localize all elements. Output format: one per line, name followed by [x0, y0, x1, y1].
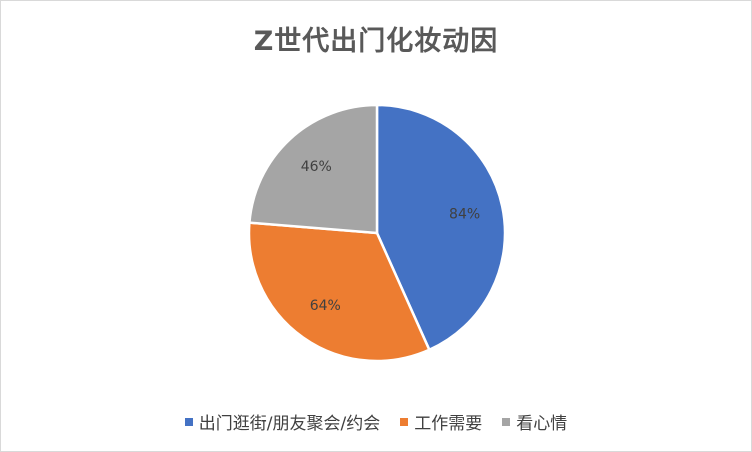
legend-item-1: 工作需要 — [400, 409, 482, 434]
pie-slice-0 — [375, 103, 507, 352]
pie-slice-1 — [247, 221, 431, 363]
data-label-2: 46% — [301, 159, 332, 175]
legend-swatch-0 — [184, 417, 193, 426]
pie-chart: 84% 64% 46% — [247, 103, 507, 363]
legend-label-0: 出门逛街/朋友聚会/约会 — [198, 414, 381, 434]
data-label-1: 64% — [310, 298, 341, 314]
pie-slice-2 — [248, 103, 379, 235]
legend-label-1: 工作需要 — [414, 414, 483, 434]
data-label-0: 84% — [449, 206, 480, 222]
legend-swatch-2 — [502, 417, 511, 426]
chart-legend: 出门逛街/朋友聚会/约会 工作需要 看心情 — [1, 409, 751, 434]
legend-item-2: 看心情 — [502, 409, 567, 434]
chart-title: Z世代出门化妆动因 — [253, 26, 499, 57]
legend-label-2: 看心情 — [516, 414, 568, 434]
legend-item-0: 出门逛街/朋友聚会/约会 — [184, 409, 381, 434]
legend-swatch-1 — [400, 417, 409, 426]
